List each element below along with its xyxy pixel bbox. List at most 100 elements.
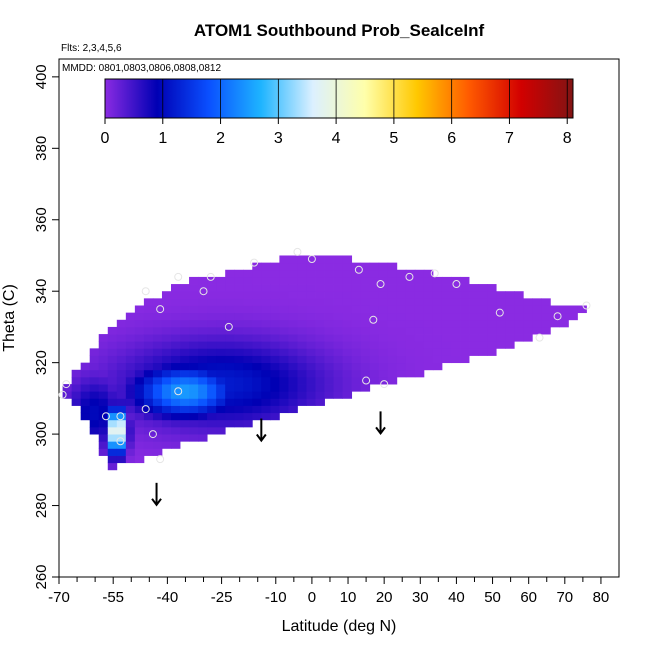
- heatmap-cell: [207, 341, 217, 349]
- heatmap-cell: [171, 441, 181, 449]
- heatmap-cell: [161, 312, 172, 321]
- heatmap-cell: [116, 448, 127, 456]
- heatmap-cell: [107, 334, 118, 342]
- x-tick-label: 60: [520, 589, 537, 606]
- heatmap-cell: [441, 319, 452, 328]
- heatmap-cell: [469, 334, 479, 342]
- heatmap-cell: [270, 334, 280, 342]
- heatmap-cell: [198, 319, 208, 328]
- heatmap-cell: [234, 412, 244, 421]
- heatmap-cell: [161, 326, 172, 335]
- heatmap-cell: [80, 398, 91, 406]
- heatmap-cell: [333, 305, 344, 314]
- heatmap-cell: [125, 441, 136, 449]
- observation-point: [582, 301, 591, 310]
- heatmap-cell: [252, 276, 262, 285]
- heatmap-cell: [288, 348, 298, 356]
- heatmap-cell: [243, 369, 253, 378]
- colorbar-tick-label: 7: [505, 130, 514, 147]
- heatmap-cell: [207, 291, 217, 299]
- heatmap-cell: [297, 276, 307, 285]
- observation-point: [116, 437, 125, 446]
- heatmap-cell: [243, 419, 253, 428]
- heatmap-cell: [225, 298, 235, 306]
- observation-point: [430, 269, 439, 278]
- heatmap-cell: [216, 412, 226, 421]
- heatmap-cell: [234, 276, 244, 285]
- heatmap-cell: [306, 298, 316, 306]
- heatmap-cell: [252, 398, 262, 406]
- heatmap-cell: [116, 369, 127, 378]
- heatmap-cell: [297, 291, 307, 299]
- observation-point: [141, 405, 150, 414]
- heatmap-cell: [98, 441, 109, 449]
- heatmap-cell: [152, 412, 163, 421]
- heatmap-cell: [279, 305, 289, 314]
- heatmap-cell: [342, 348, 353, 356]
- heatmap-cell: [216, 276, 226, 285]
- heatmap-cell: [125, 348, 136, 356]
- heatmap-cell: [243, 298, 253, 306]
- heatmap-cell: [487, 334, 497, 342]
- heatmap-cell: [360, 298, 371, 306]
- heatmap-cell: [152, 312, 163, 321]
- heatmap-cell: [125, 376, 136, 385]
- heatmap-cell: [134, 362, 145, 371]
- heatmap-cell: [523, 334, 533, 342]
- heatmap-cell: [152, 376, 163, 385]
- heatmap-cell: [116, 341, 127, 349]
- heatmap-cell: [243, 384, 253, 392]
- heatmap-cell: [252, 362, 262, 371]
- heatmap-cell: [333, 269, 344, 278]
- heatmap-cell: [207, 355, 217, 364]
- heatmap-cell: [234, 384, 244, 392]
- heatmap-cell: [487, 312, 497, 321]
- heatmap-cell: [342, 262, 353, 271]
- heatmap-cell: [134, 419, 145, 428]
- heatmap-cell: [532, 326, 542, 335]
- heatmap-cell: [369, 284, 380, 292]
- heatmap-cell: [80, 412, 91, 421]
- heatmap-cell: [387, 362, 398, 371]
- heatmap-cell: [243, 319, 253, 328]
- heatmap-cell: [496, 319, 506, 328]
- heatmap-cell: [171, 334, 181, 342]
- heatmap-cell: [171, 319, 181, 328]
- x-tick-label: -25: [211, 589, 233, 606]
- y-axis-label: Theta (C): [1, 284, 18, 352]
- heatmap-cell: [333, 334, 344, 342]
- heatmap-cell: [306, 262, 316, 271]
- heatmap-cell: [396, 312, 407, 321]
- heatmap-cell: [189, 419, 199, 428]
- heatmap-cell: [369, 298, 380, 306]
- heatmap-cell: [225, 391, 235, 399]
- heatmap-cell: [460, 312, 470, 321]
- heatmap-cell: [333, 312, 344, 321]
- heatmap-cell: [279, 355, 289, 364]
- heatmap-cell: [125, 419, 136, 428]
- heatmap-cell: [324, 362, 334, 371]
- heatmap-cell: [143, 376, 154, 385]
- heatmap-cell: [288, 269, 298, 278]
- heatmap-cell: [171, 391, 181, 399]
- heatmap-cell: [198, 369, 208, 378]
- heatmap-cell: [387, 298, 398, 306]
- heatmap-cell: [189, 391, 199, 399]
- heatmap-cell: [423, 276, 434, 285]
- heatmap-cell: [333, 291, 344, 299]
- heatmap-cell: [405, 284, 416, 292]
- heatmap-cell: [189, 305, 199, 314]
- heatmap-cell: [116, 405, 127, 414]
- heatmap-cell: [460, 276, 470, 285]
- heatmap-cell: [189, 341, 199, 349]
- heatmap-cell: [324, 305, 334, 314]
- heatmap-cell: [143, 334, 154, 342]
- heatmap-cell: [252, 412, 262, 421]
- heatmap-cell: [315, 326, 325, 335]
- heatmap-cell: [189, 298, 199, 306]
- heatmap-cell: [152, 369, 163, 378]
- heatmap-cell: [414, 334, 425, 342]
- heatmap-cell: [288, 284, 298, 292]
- heatmap-cell: [315, 355, 325, 364]
- heatmap-cell: [125, 412, 136, 421]
